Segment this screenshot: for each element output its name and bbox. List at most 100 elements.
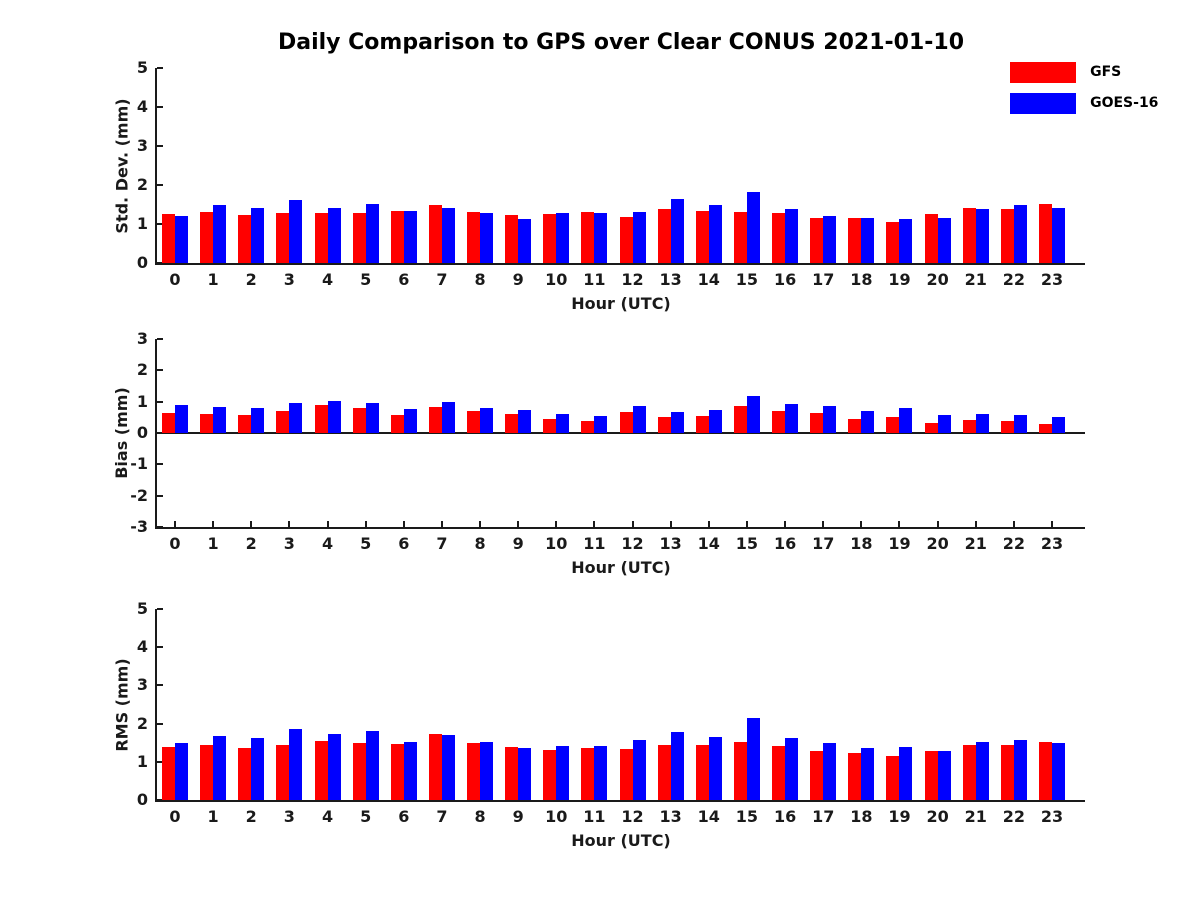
bar-goes16-h16 <box>785 209 799 263</box>
x-axis-label: Hour (UTC) <box>571 831 671 850</box>
x-tick-mark <box>440 521 443 527</box>
bar-gfs-h15 <box>733 212 747 263</box>
x-tick-mark <box>745 521 748 527</box>
bar-goes16-h12 <box>632 740 646 800</box>
x-tick-label: 0 <box>169 270 181 289</box>
x-tick-label: 8 <box>474 270 486 289</box>
bar-goes16-h2 <box>251 208 265 263</box>
x-tick-mark <box>898 521 901 527</box>
legend-item-goes16: GOES-16 <box>1010 93 1158 114</box>
x-tick-label: 6 <box>398 270 410 289</box>
bar-goes16-h18 <box>861 218 875 263</box>
x-tick-label: 21 <box>964 270 987 289</box>
bar-gfs-h6 <box>390 744 404 800</box>
x-tick-label: 2 <box>245 270 257 289</box>
chart-title: Daily Comparison to GPS over Clear CONUS… <box>277 30 965 55</box>
bar-gfs-h17 <box>810 217 824 263</box>
x-axis-spine <box>155 800 1085 802</box>
bar-gfs-h20 <box>924 750 938 800</box>
x-tick-label: 17 <box>812 534 835 553</box>
y-tick-mark <box>157 799 163 801</box>
x-tick-label: 7 <box>436 270 448 289</box>
bar-goes16-h9 <box>518 409 532 433</box>
bar-goes16-h12 <box>632 406 646 433</box>
y-tick-mark <box>157 145 163 147</box>
y-tick-label: 2 <box>136 360 148 380</box>
y-axis-label: RMS (mm) <box>112 657 131 752</box>
x-tick-label: 3 <box>283 534 295 553</box>
y-axis-spine <box>155 609 157 802</box>
x-tick-label: 16 <box>773 534 797 553</box>
bar-goes16-h8 <box>480 407 494 433</box>
bar-goes16-h8 <box>480 742 494 800</box>
bar-gfs-h0 <box>162 412 175 433</box>
bar-gfs-h22 <box>1000 421 1014 433</box>
bar-gfs-h4 <box>314 740 328 800</box>
x-tick-mark <box>669 521 672 527</box>
y-tick-mark <box>157 526 163 528</box>
bar-goes16-h5 <box>365 402 379 433</box>
bar-gfs-h19 <box>886 417 900 433</box>
bar-goes16-h1 <box>213 205 227 263</box>
bar-goes16-h0 <box>175 215 188 263</box>
bar-gfs-h10 <box>543 419 557 433</box>
x-tick-label: 7 <box>436 807 448 826</box>
x-tick-label: 9 <box>512 807 524 826</box>
bar-goes16-h7 <box>441 208 455 263</box>
x-tick-mark <box>517 521 520 527</box>
bar-gfs-h20 <box>924 422 938 433</box>
bar-gfs-h4 <box>314 405 328 433</box>
x-tick-label: 6 <box>398 807 410 826</box>
x-tick-label: 17 <box>812 270 835 289</box>
bar-gfs-h8 <box>467 211 481 263</box>
x-tick-mark <box>974 521 977 527</box>
bar-gfs-h16 <box>772 213 786 263</box>
bar-goes16-h11 <box>594 415 608 433</box>
x-tick-label: 21 <box>964 534 987 553</box>
x-tick-label: 0 <box>169 807 181 826</box>
y-axis-label: Std. Dev. (mm) <box>112 97 131 234</box>
bar-goes16-h9 <box>518 748 532 800</box>
bar-gfs-h21 <box>962 420 976 433</box>
y-tick-mark <box>157 684 163 687</box>
y-tick-label: 4 <box>136 97 148 116</box>
x-tick-label: 15 <box>735 270 759 289</box>
bar-goes16-h2 <box>251 737 265 800</box>
x-tick-label: 13 <box>659 270 682 289</box>
x-tick-label: 5 <box>360 270 372 289</box>
bar-goes16-h3 <box>289 199 303 263</box>
bar-goes16-h17 <box>823 215 837 263</box>
bar-goes16-h9 <box>518 218 532 263</box>
bar-goes16-h6 <box>403 741 417 800</box>
y-tick-mark <box>157 646 163 649</box>
bar-goes16-h7 <box>441 735 455 800</box>
bar-gfs-h7 <box>428 406 442 433</box>
bar-gfs-h10 <box>543 214 557 263</box>
bar-gfs-h1 <box>200 745 214 800</box>
y-tick-mark <box>157 494 163 497</box>
x-tick-label: 2 <box>245 807 257 826</box>
bar-gfs-h17 <box>810 750 824 800</box>
x-tick-label: 3 <box>283 807 295 826</box>
bar-gfs-h12 <box>619 411 633 433</box>
x-tick-mark <box>479 521 482 527</box>
bar-gfs-h14 <box>695 745 709 800</box>
bar-goes16-h14 <box>708 736 722 800</box>
x-tick-label: 6 <box>398 534 410 553</box>
zero-line <box>155 432 1085 434</box>
bar-goes16-h13 <box>670 411 684 433</box>
x-tick-mark <box>555 521 558 527</box>
x-tick-label: 23 <box>1040 807 1064 826</box>
x-tick-label: 19 <box>888 270 911 289</box>
x-tick-label: 15 <box>735 807 759 826</box>
y-tick-mark <box>157 262 163 264</box>
x-tick-label: 4 <box>321 270 334 289</box>
bar-gfs-h11 <box>581 212 595 263</box>
x-tick-label: 13 <box>659 534 682 553</box>
bar-gfs-h3 <box>276 410 290 433</box>
bar-goes16-h11 <box>594 213 608 263</box>
x-tick-mark <box>1012 521 1015 527</box>
bar-goes16-h17 <box>823 743 837 800</box>
y-axis-spine <box>155 339 157 529</box>
